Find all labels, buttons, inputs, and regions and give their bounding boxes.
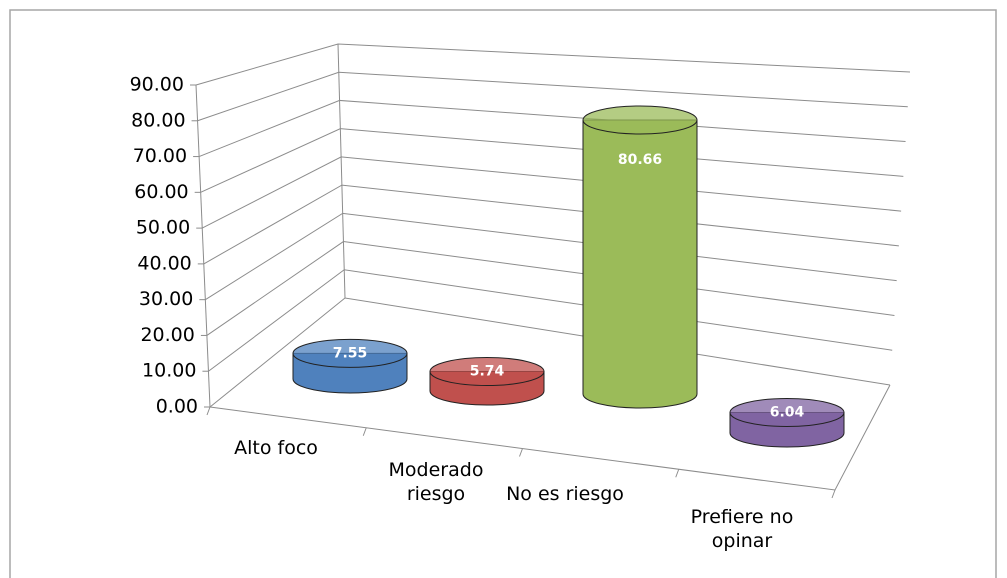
x-tick-label: Moderado riesgo: [388, 459, 484, 505]
x-tick-label: Alto foco: [234, 437, 318, 459]
cylinder: [729, 397, 845, 448]
y-tick-label: 50.00: [136, 217, 190, 239]
value-label: 5.74: [470, 364, 505, 380]
x-tick-label: No es riesgo: [506, 483, 624, 505]
y-tick-label: 70.00: [133, 145, 187, 167]
y-tick-label: 80.00: [131, 109, 185, 131]
cylinder: [292, 338, 408, 394]
x-tick: [831, 489, 836, 499]
cylinder-top: [292, 338, 408, 368]
cylinder-body: [582, 119, 698, 409]
y-axis: [195, 84, 211, 408]
x-tick-label: Prefiere no opinar: [690, 506, 794, 552]
back-edge: [337, 43, 346, 299]
value-label: 80.66: [618, 152, 662, 168]
cylinder-top: [582, 105, 698, 135]
y-tick-label: 20.00: [140, 324, 194, 346]
chart-border: [9, 9, 997, 578]
x-tick: [519, 448, 523, 457]
cylinder-top: [729, 397, 845, 427]
y-tick-label: 60.00: [134, 181, 188, 203]
y-tick-label: 30.00: [139, 288, 193, 310]
cylinder: [582, 105, 698, 409]
y-tick-label: 90.00: [130, 74, 184, 96]
cylinder-top: [429, 357, 545, 387]
value-label: 6.04: [770, 404, 805, 420]
x-tick: [362, 427, 367, 436]
x-tick: [206, 406, 211, 416]
y-tick-label: 0.00: [156, 396, 198, 418]
cylinder: [429, 357, 545, 406]
y-tick-label: 10.00: [142, 360, 196, 382]
y-tick-label: 40.00: [137, 252, 191, 274]
x-tick: [675, 469, 680, 478]
value-label: 7.55: [333, 345, 368, 361]
